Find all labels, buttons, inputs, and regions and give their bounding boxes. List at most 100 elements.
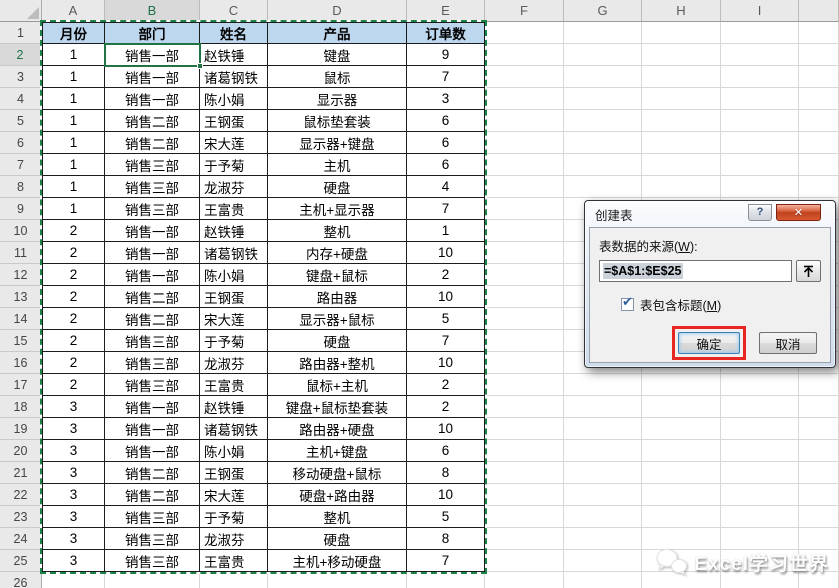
cell-F22[interactable] [485, 484, 564, 506]
cell-F12[interactable] [485, 264, 564, 286]
cell-J25[interactable] [799, 550, 839, 572]
ok-button[interactable]: 确定 [678, 332, 740, 354]
row-header-18[interactable]: 18 [0, 396, 42, 418]
cell-J21[interactable] [799, 462, 839, 484]
cell-D14[interactable]: 显示器+鼠标 [268, 308, 407, 330]
cell-H25[interactable] [642, 550, 721, 572]
cell-J6[interactable] [799, 132, 839, 154]
cell-D16[interactable]: 路由器+整机 [268, 352, 407, 374]
cell-H19[interactable] [642, 418, 721, 440]
cell-F7[interactable] [485, 154, 564, 176]
cell-A19[interactable]: 3 [42, 418, 105, 440]
row-header-4[interactable]: 4 [0, 88, 42, 110]
cell-H1[interactable] [642, 22, 721, 44]
cell-C19[interactable]: 诸葛钢铁 [200, 418, 268, 440]
cell-B1[interactable]: 部门 [105, 22, 200, 44]
cell-E15[interactable]: 7 [407, 330, 485, 352]
cell-B5[interactable]: 销售二部 [105, 110, 200, 132]
cell-F13[interactable] [485, 286, 564, 308]
cell-J19[interactable] [799, 418, 839, 440]
cell-A20[interactable]: 3 [42, 440, 105, 462]
cell-E8[interactable]: 4 [407, 176, 485, 198]
cell-F21[interactable] [485, 462, 564, 484]
cell-B7[interactable]: 销售三部 [105, 154, 200, 176]
cell-A14[interactable]: 2 [42, 308, 105, 330]
cell-G18[interactable] [564, 396, 642, 418]
cell-A13[interactable]: 2 [42, 286, 105, 308]
row-header-2[interactable]: 2 [0, 44, 42, 66]
cell-B9[interactable]: 销售三部 [105, 198, 200, 220]
cell-C6[interactable]: 宋大莲 [200, 132, 268, 154]
cell-E13[interactable]: 10 [407, 286, 485, 308]
cell-D1[interactable]: 产品 [268, 22, 407, 44]
cell-I22[interactable] [721, 484, 799, 506]
cell-A18[interactable]: 3 [42, 396, 105, 418]
cell-B10[interactable]: 销售一部 [105, 220, 200, 242]
row-header-16[interactable]: 16 [0, 352, 42, 374]
cell-H24[interactable] [642, 528, 721, 550]
cell-I6[interactable] [721, 132, 799, 154]
cancel-button[interactable]: 取消 [759, 332, 817, 354]
cell-G5[interactable] [564, 110, 642, 132]
row-header-3[interactable]: 3 [0, 66, 42, 88]
row-header-6[interactable]: 6 [0, 132, 42, 154]
cell-I25[interactable] [721, 550, 799, 572]
row-header-26[interactable]: 26 [0, 572, 42, 588]
cell-C1[interactable]: 姓名 [200, 22, 268, 44]
cell-D2[interactable]: 键盘 [268, 44, 407, 66]
has-headers-checkbox[interactable]: ✔ [621, 295, 634, 311]
cell-I8[interactable] [721, 176, 799, 198]
cell-E11[interactable]: 10 [407, 242, 485, 264]
cell-I20[interactable] [721, 440, 799, 462]
cell-H21[interactable] [642, 462, 721, 484]
cell-G24[interactable] [564, 528, 642, 550]
cell-A7[interactable]: 1 [42, 154, 105, 176]
row-header-11[interactable]: 11 [0, 242, 42, 264]
cell-F6[interactable] [485, 132, 564, 154]
cell-B6[interactable]: 销售二部 [105, 132, 200, 154]
cell-D3[interactable]: 鼠标 [268, 66, 407, 88]
cell-J24[interactable] [799, 528, 839, 550]
cell-B13[interactable]: 销售二部 [105, 286, 200, 308]
column-header-B[interactable]: B [105, 0, 200, 22]
column-header-I[interactable]: I [721, 0, 799, 22]
cell-D19[interactable]: 路由器+硬盘 [268, 418, 407, 440]
cell-A21[interactable]: 3 [42, 462, 105, 484]
cell-C2[interactable]: 赵铁锤 [200, 44, 268, 66]
cell-E23[interactable]: 5 [407, 506, 485, 528]
cell-I4[interactable] [721, 88, 799, 110]
cell-H6[interactable] [642, 132, 721, 154]
cell-H18[interactable] [642, 396, 721, 418]
cell-J23[interactable] [799, 506, 839, 528]
cell-I17[interactable] [721, 374, 799, 396]
cell-B15[interactable]: 销售三部 [105, 330, 200, 352]
cell-B25[interactable]: 销售三部 [105, 550, 200, 572]
cell-F17[interactable] [485, 374, 564, 396]
cell-D22[interactable]: 硬盘+路由器 [268, 484, 407, 506]
cell-C4[interactable]: 陈小娟 [200, 88, 268, 110]
cell-I18[interactable] [721, 396, 799, 418]
cell-G6[interactable] [564, 132, 642, 154]
cell-D21[interactable]: 移动硬盘+鼠标 [268, 462, 407, 484]
cell-E7[interactable]: 6 [407, 154, 485, 176]
cell-H26[interactable] [642, 572, 721, 588]
cell-F4[interactable] [485, 88, 564, 110]
row-header-14[interactable]: 14 [0, 308, 42, 330]
cell-I24[interactable] [721, 528, 799, 550]
column-header-D[interactable]: D [268, 0, 407, 22]
row-header-23[interactable]: 23 [0, 506, 42, 528]
cell-B21[interactable]: 销售二部 [105, 462, 200, 484]
cell-H23[interactable] [642, 506, 721, 528]
row-header-1[interactable]: 1 [0, 22, 42, 44]
row-header-15[interactable]: 15 [0, 330, 42, 352]
row-header-12[interactable]: 12 [0, 264, 42, 286]
cell-C16[interactable]: 龙淑芬 [200, 352, 268, 374]
cell-A26[interactable] [42, 572, 105, 588]
cell-F24[interactable] [485, 528, 564, 550]
cell-E10[interactable]: 1 [407, 220, 485, 242]
cell-B11[interactable]: 销售一部 [105, 242, 200, 264]
cell-D26[interactable] [268, 572, 407, 588]
cell-C8[interactable]: 龙淑芬 [200, 176, 268, 198]
cell-D18[interactable]: 键盘+鼠标垫套装 [268, 396, 407, 418]
cell-H5[interactable] [642, 110, 721, 132]
